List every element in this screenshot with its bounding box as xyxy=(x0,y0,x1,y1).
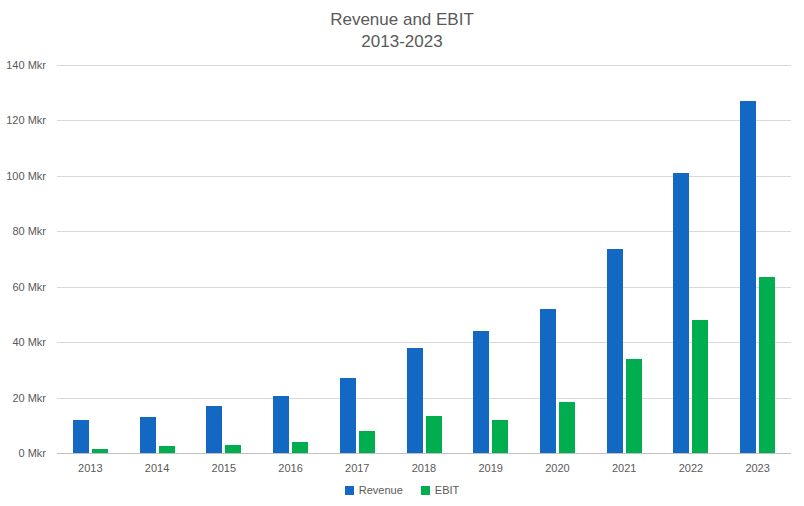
x-axis-tick-label-2017: 2017 xyxy=(324,462,391,475)
revenue-bar-2021 xyxy=(607,249,623,453)
chart-title-line2: 2013-2023 xyxy=(0,31,804,53)
x-axis-tick-label-2020: 2020 xyxy=(524,462,591,475)
ebit-bar-2018 xyxy=(426,416,442,453)
ebit-bar-2023 xyxy=(759,277,775,453)
revenue-bar-2013 xyxy=(73,420,89,453)
legend: Revenue EBIT xyxy=(0,484,804,496)
y-axis-tick-label: 100 Mkr xyxy=(0,170,46,183)
revenue-bar-2017 xyxy=(340,378,356,453)
y-axis-tick-label: 20 Mkr xyxy=(0,392,46,405)
green-square-icon xyxy=(421,486,430,495)
ebit-bar-2016 xyxy=(292,442,308,453)
revenue-bar-2023 xyxy=(740,101,756,453)
chart-title-line1: Revenue and EBIT xyxy=(0,9,804,31)
y-axis-tick-label: 80 Mkr xyxy=(0,225,46,238)
revenue-bar-2015 xyxy=(206,406,222,453)
revenue-ebit-bar-chart: Revenue and EBIT 2013-2023 0 Mkr 20 Mkr 40… xyxy=(0,0,804,506)
x-axis-line xyxy=(57,453,791,454)
x-axis-tick-label-2019: 2019 xyxy=(457,462,524,475)
chart-title: Revenue and EBIT 2013-2023 xyxy=(0,9,804,53)
x-axis-tick-label-2022: 2022 xyxy=(658,462,725,475)
legend-label: Revenue xyxy=(359,484,403,496)
x-axis-tick-label-2016: 2016 xyxy=(257,462,324,475)
x-axis-tick-label-2013: 2013 xyxy=(57,462,124,475)
ebit-bar-2015 xyxy=(225,445,241,453)
y-axis-tick-label: 140 Mkr xyxy=(0,59,46,72)
y-axis-tick-label: 60 Mkr xyxy=(0,281,46,294)
ebit-bar-2021 xyxy=(626,359,642,453)
revenue-bar-2016 xyxy=(273,396,289,453)
ebit-bar-2013 xyxy=(92,449,108,453)
ebit-bar-2017 xyxy=(359,431,375,453)
legend-item-revenue: Revenue xyxy=(345,484,403,496)
legend-item-ebit: EBIT xyxy=(421,484,459,496)
revenue-bar-2018 xyxy=(407,348,423,453)
x-axis-tick-label-2021: 2021 xyxy=(591,462,658,475)
revenue-bar-2022 xyxy=(673,173,689,453)
blue-square-icon xyxy=(345,486,354,495)
x-axis-tick-label-2018: 2018 xyxy=(391,462,458,475)
revenue-bar-2019 xyxy=(473,331,489,453)
x-axis-tick-label-2014: 2014 xyxy=(124,462,191,475)
y-axis-tick-label: 0 Mkr xyxy=(0,447,46,460)
y-axis-tick-label: 40 Mkr xyxy=(0,336,46,349)
x-axis-tick-label-2015: 2015 xyxy=(190,462,257,475)
legend-label: EBIT xyxy=(435,484,459,496)
ebit-bar-2022 xyxy=(692,320,708,453)
x-axis-tick-label-2023: 2023 xyxy=(724,462,791,475)
ebit-bar-2014 xyxy=(159,446,175,453)
revenue-bar-2014 xyxy=(140,417,156,453)
y-axis-tick-label: 120 Mkr xyxy=(0,114,46,127)
gridline-140 xyxy=(57,65,791,66)
revenue-bar-2020 xyxy=(540,309,556,453)
ebit-bar-2019 xyxy=(492,420,508,453)
ebit-bar-2020 xyxy=(559,402,575,453)
gridline-120 xyxy=(57,120,791,121)
